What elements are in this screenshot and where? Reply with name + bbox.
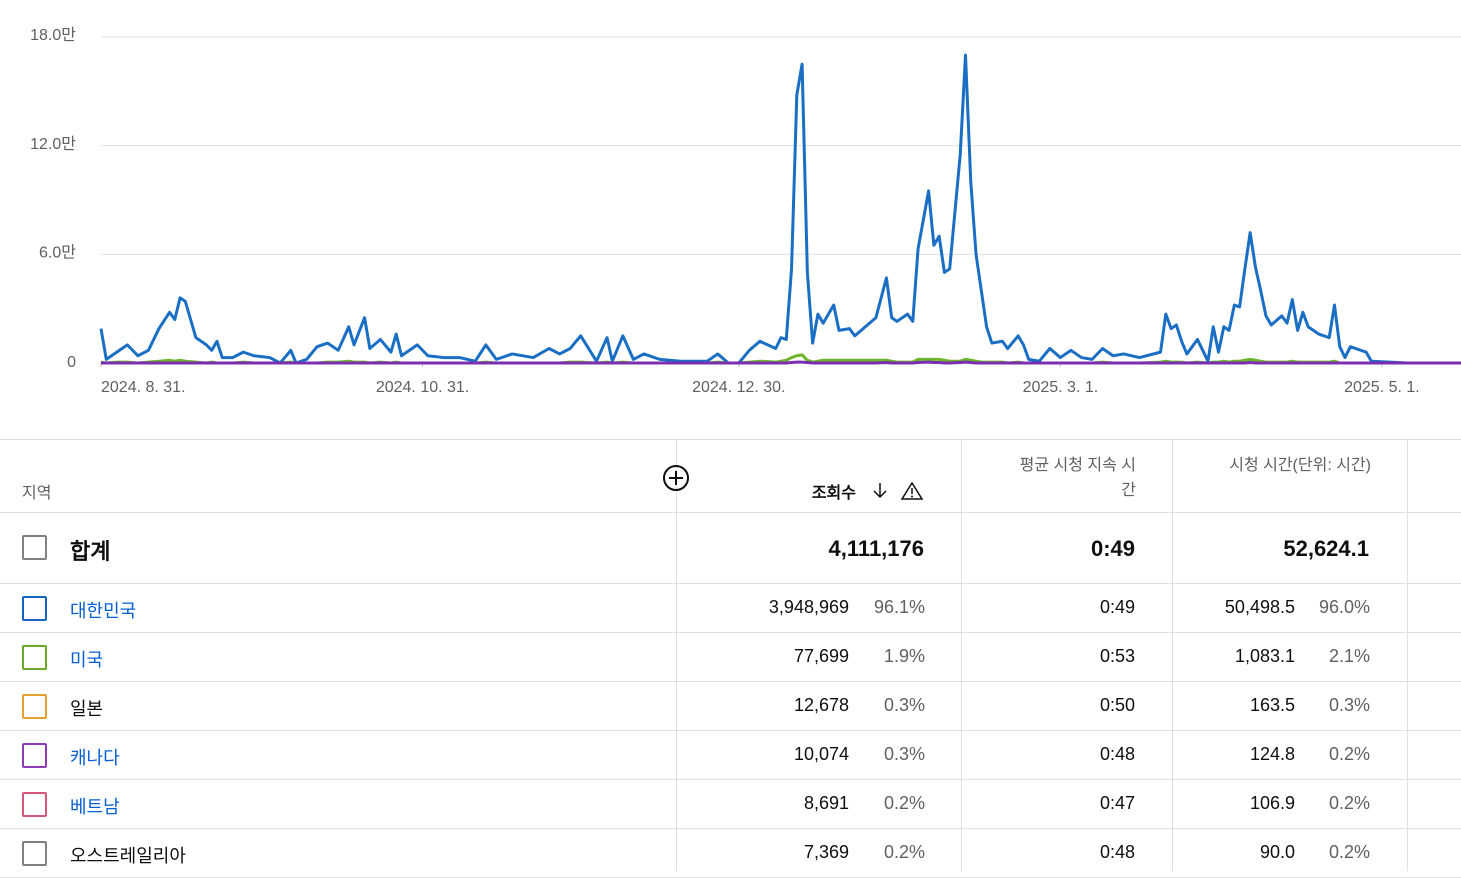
views: 3,948,969 bbox=[768, 597, 849, 617]
warning-icon[interactable] bbox=[901, 481, 923, 501]
y-tick-label: 6.0만 bbox=[39, 244, 76, 262]
watch-time: 124.8 bbox=[1249, 744, 1295, 764]
header-region: 지역 bbox=[22, 485, 52, 502]
column-border bbox=[1172, 439, 1173, 871]
row-border bbox=[0, 512, 1461, 513]
views-share: 0.2% bbox=[883, 793, 925, 813]
chart: 0 6.0만 12.0만 18.0만 2024. 8. 31. 2024. 10. 31.… bbox=[30, 26, 1461, 396]
watch-time-share: 0.2% bbox=[1328, 842, 1370, 862]
watch-time: 106.9 bbox=[1249, 793, 1295, 813]
y-tick-label: 0 bbox=[67, 354, 76, 371]
total-avg-duration: 0:49 bbox=[1090, 536, 1135, 561]
views: 10,074 bbox=[793, 744, 849, 764]
avg-duration: 0:48 bbox=[1099, 744, 1135, 764]
header-watch-time[interactable]: 시청 시간(단위: 시간) bbox=[1229, 457, 1371, 474]
views-share: 96.1% bbox=[873, 597, 925, 617]
row-border bbox=[0, 828, 1461, 829]
row-border bbox=[0, 583, 1461, 584]
watch-time-share: 2.1% bbox=[1328, 646, 1370, 666]
region-name[interactable]: 캐나다 bbox=[70, 748, 120, 768]
series-line bbox=[99, 53, 1461, 365]
watch-time-share: 0.2% bbox=[1328, 793, 1370, 813]
total-watch-time: 52,624.1 bbox=[1283, 536, 1369, 561]
column-border bbox=[676, 439, 677, 871]
checkbox[interactable] bbox=[22, 743, 47, 768]
watch-time-share: 96.0% bbox=[1318, 597, 1370, 617]
watch-time: 90.0 bbox=[1259, 842, 1295, 862]
x-tick-label: 2025. 3. 1. bbox=[1023, 379, 1099, 396]
checkbox[interactable] bbox=[22, 694, 47, 719]
avg-duration: 0:47 bbox=[1099, 793, 1135, 813]
total-views: 4,111,176 bbox=[828, 536, 924, 561]
region-name[interactable]: 미국 bbox=[70, 650, 104, 670]
row-border bbox=[0, 439, 1461, 440]
views-share: 0.3% bbox=[883, 695, 925, 715]
avg-duration: 0:50 bbox=[1099, 695, 1135, 715]
views-share: 0.2% bbox=[883, 842, 925, 862]
row-border bbox=[0, 779, 1461, 780]
watch-time-share: 0.2% bbox=[1328, 744, 1370, 764]
views: 77,699 bbox=[793, 646, 849, 666]
region-name: 일본 bbox=[70, 699, 104, 719]
region-name: 오스트레일리아 bbox=[70, 846, 186, 866]
avg-duration: 0:49 bbox=[1099, 597, 1135, 617]
views-share: 0.3% bbox=[883, 744, 925, 764]
checkbox[interactable] bbox=[22, 841, 47, 866]
total-label: 합계 bbox=[70, 539, 111, 564]
watch-time: 1,083.1 bbox=[1234, 646, 1295, 666]
checkbox[interactable] bbox=[22, 596, 47, 621]
watch-time-share: 0.3% bbox=[1328, 695, 1370, 715]
x-tick-label: 2024. 8. 31. bbox=[101, 379, 186, 396]
region-name[interactable]: 대한민국 bbox=[70, 601, 137, 621]
avg-duration: 0:48 bbox=[1099, 842, 1135, 862]
sort-desc-icon[interactable] bbox=[870, 481, 890, 501]
row-border bbox=[0, 730, 1461, 731]
checkbox[interactable] bbox=[22, 645, 47, 670]
x-tick-label: 2024. 12. 30. bbox=[692, 379, 785, 396]
row-border bbox=[0, 632, 1461, 633]
watch-time: 163.5 bbox=[1249, 695, 1295, 715]
y-tick-label: 18.0만 bbox=[30, 26, 76, 44]
watch-time: 50,498.5 bbox=[1224, 597, 1295, 617]
views: 8,691 bbox=[803, 793, 849, 813]
add-metric-button[interactable] bbox=[661, 463, 691, 493]
header-avg-duration[interactable]: 평균 시청 지속 시간 bbox=[1019, 457, 1136, 499]
header-views[interactable]: 조회수 bbox=[811, 485, 856, 502]
row-border bbox=[0, 681, 1461, 682]
x-tick-label: 2025. 5. 1. bbox=[1344, 379, 1420, 396]
column-border bbox=[1407, 439, 1408, 871]
views-share: 1.9% bbox=[883, 646, 925, 666]
views: 12,678 bbox=[793, 695, 849, 715]
region-table: 지역 조회수 평균 시청 지속 시간 시청 시간(단위: 시간) 합계 4,111… bbox=[0, 439, 1461, 878]
avg-duration: 0:53 bbox=[1099, 646, 1135, 666]
column-border bbox=[961, 439, 962, 871]
series-line bbox=[101, 360, 1461, 365]
checkbox[interactable] bbox=[22, 792, 47, 817]
checkbox[interactable] bbox=[22, 535, 47, 560]
region-name[interactable]: 베트남 bbox=[70, 797, 120, 817]
y-tick-label: 12.0만 bbox=[30, 135, 76, 153]
x-tick-label: 2024. 10. 31. bbox=[376, 379, 469, 396]
views: 7,369 bbox=[803, 842, 849, 862]
